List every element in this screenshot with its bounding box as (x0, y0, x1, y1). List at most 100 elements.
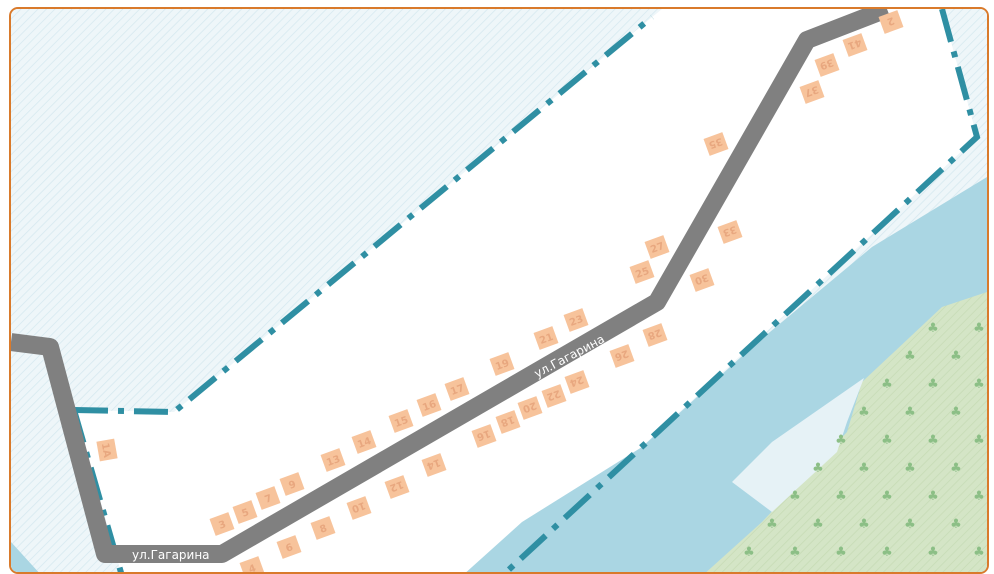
tree-icon: ♣ (927, 433, 939, 448)
house-plot[interactable]: 16 (416, 393, 442, 417)
house-plot[interactable]: 33 (717, 220, 743, 244)
house-plot[interactable]: 23 (563, 308, 589, 332)
house-number: 15 (393, 415, 410, 430)
house-plot[interactable]: 3 (209, 512, 235, 536)
house-plot-shape (629, 260, 655, 284)
house-number: 16 (475, 427, 492, 442)
tree-icon: ♣ (927, 321, 939, 336)
house-plot-shape (642, 323, 668, 347)
house-plot-shape (517, 396, 543, 420)
house-plot[interactable]: 14 (421, 453, 447, 477)
house-number: 37 (803, 83, 820, 98)
house-number: 18 (499, 413, 516, 428)
house-number: 4 (247, 563, 257, 572)
house-plot-shape (421, 453, 447, 477)
house-plot[interactable]: 20 (517, 396, 543, 420)
tree-icon: ♣ (835, 545, 847, 560)
tree-icon: ♣ (789, 489, 801, 504)
house-plot[interactable]: 4 (239, 556, 265, 572)
house-plot[interactable]: 28 (642, 323, 668, 347)
road (11, 9, 891, 563)
house-number: 23 (568, 314, 585, 329)
house-number: 30 (693, 271, 710, 286)
house-plot[interactable]: 17 (444, 377, 470, 401)
island-area (732, 378, 864, 512)
house-plot-shape (489, 352, 515, 376)
house-number: 20 (521, 399, 538, 414)
tree-icon: ♣ (858, 405, 870, 420)
tree-icon: ♣ (812, 461, 824, 476)
tree-icon: ♣ (950, 517, 962, 532)
tree-icon: ♣ (973, 321, 985, 336)
house-number: 16 (421, 399, 438, 414)
house-plot[interactable]: 26 (609, 344, 635, 368)
house-plot[interactable]: 22 (541, 384, 567, 408)
tree-icon: ♣ (881, 489, 893, 504)
tree-icon: ♣ (973, 433, 985, 448)
house-plot-shape (351, 430, 377, 454)
house-plot[interactable]: 15 (388, 409, 414, 433)
house-plot[interactable]: 6 (276, 535, 302, 559)
house-plot[interactable]: 37 (799, 80, 825, 104)
house-plot[interactable]: 13 (320, 448, 346, 472)
house-plot[interactable]: 5 (232, 500, 258, 524)
tree-icon: ♣ (789, 545, 801, 560)
house-plot[interactable]: 27 (644, 235, 670, 259)
house-plot[interactable]: 10 (346, 496, 372, 520)
house-number: 8 (318, 523, 328, 536)
house-number: 14 (356, 436, 373, 451)
house-plot[interactable]: 39 (814, 53, 840, 77)
house-plot[interactable]: 8 (310, 516, 336, 540)
map-canvas[interactable]: ♣♣♣♣♣♣♣♣♣♣♣♣♣♣♣♣♣♣♣♣♣♣♣♣♣♣♣♣♣♣♣♣♣♣♣♣♣♣♣♣… (11, 9, 987, 572)
house-plot[interactable]: 12 (384, 475, 410, 499)
house-plot[interactable]: 19 (489, 352, 515, 376)
house-plot[interactable]: 35 (703, 132, 729, 156)
tree-icon: ♣ (858, 461, 870, 476)
house-plot[interactable]: 30 (689, 268, 715, 292)
tree-icon: ♣ (950, 461, 962, 476)
house-number: 7 (263, 493, 273, 506)
house-number: 26 (613, 347, 630, 362)
house-plot[interactable]: 14 (351, 430, 377, 454)
house-plot-shape (384, 475, 410, 499)
house-plot-shape (842, 33, 868, 57)
house-plot[interactable]: 24 (564, 370, 590, 394)
house-plot[interactable]: 9 (279, 472, 305, 496)
house-plot[interactable]: 18 (495, 410, 521, 434)
house-plot[interactable]: 25 (629, 260, 655, 284)
house-plot[interactable]: 2 (878, 10, 904, 34)
house-number: 24 (568, 373, 585, 388)
tree-icon: ♣ (973, 489, 985, 504)
tree-icon: ♣ (904, 349, 916, 364)
house-number: 10 (350, 499, 367, 514)
house-number: 25 (634, 266, 651, 281)
tree-icon: ♣ (973, 545, 985, 560)
house-number: 12 (388, 478, 405, 493)
house-number: 28 (646, 326, 663, 341)
house-plot-shape (96, 438, 118, 462)
house-plot[interactable]: 1А (96, 438, 118, 462)
house-plot[interactable]: 21 (533, 326, 559, 350)
house-plot-shape (644, 235, 670, 259)
house-plot-shape (239, 556, 265, 572)
house-plot[interactable]: 16 (471, 424, 497, 448)
tree-icon: ♣ (950, 349, 962, 364)
tree-icon: ♣ (812, 517, 824, 532)
house-number: 1А (99, 442, 112, 459)
house-number: 5 (240, 507, 250, 520)
house-plot-shape (255, 486, 281, 510)
house-number: 41 (846, 36, 863, 51)
house-number: 33 (721, 223, 738, 238)
house-plot-shape (878, 10, 904, 34)
house-number: 35 (707, 135, 724, 150)
house-number: 13 (325, 454, 342, 469)
house-plot-shape (232, 500, 258, 524)
house-number: 14 (425, 456, 442, 471)
house-plot[interactable]: 7 (255, 486, 281, 510)
house-plot[interactable]: 41 (842, 33, 868, 57)
house-plot-shape (310, 516, 336, 540)
map-frame: ♣♣♣♣♣♣♣♣♣♣♣♣♣♣♣♣♣♣♣♣♣♣♣♣♣♣♣♣♣♣♣♣♣♣♣♣♣♣♣♣… (9, 7, 989, 574)
tree-icon: ♣ (950, 405, 962, 420)
tree-icon: ♣ (881, 433, 893, 448)
house-plot-shape (495, 410, 521, 434)
